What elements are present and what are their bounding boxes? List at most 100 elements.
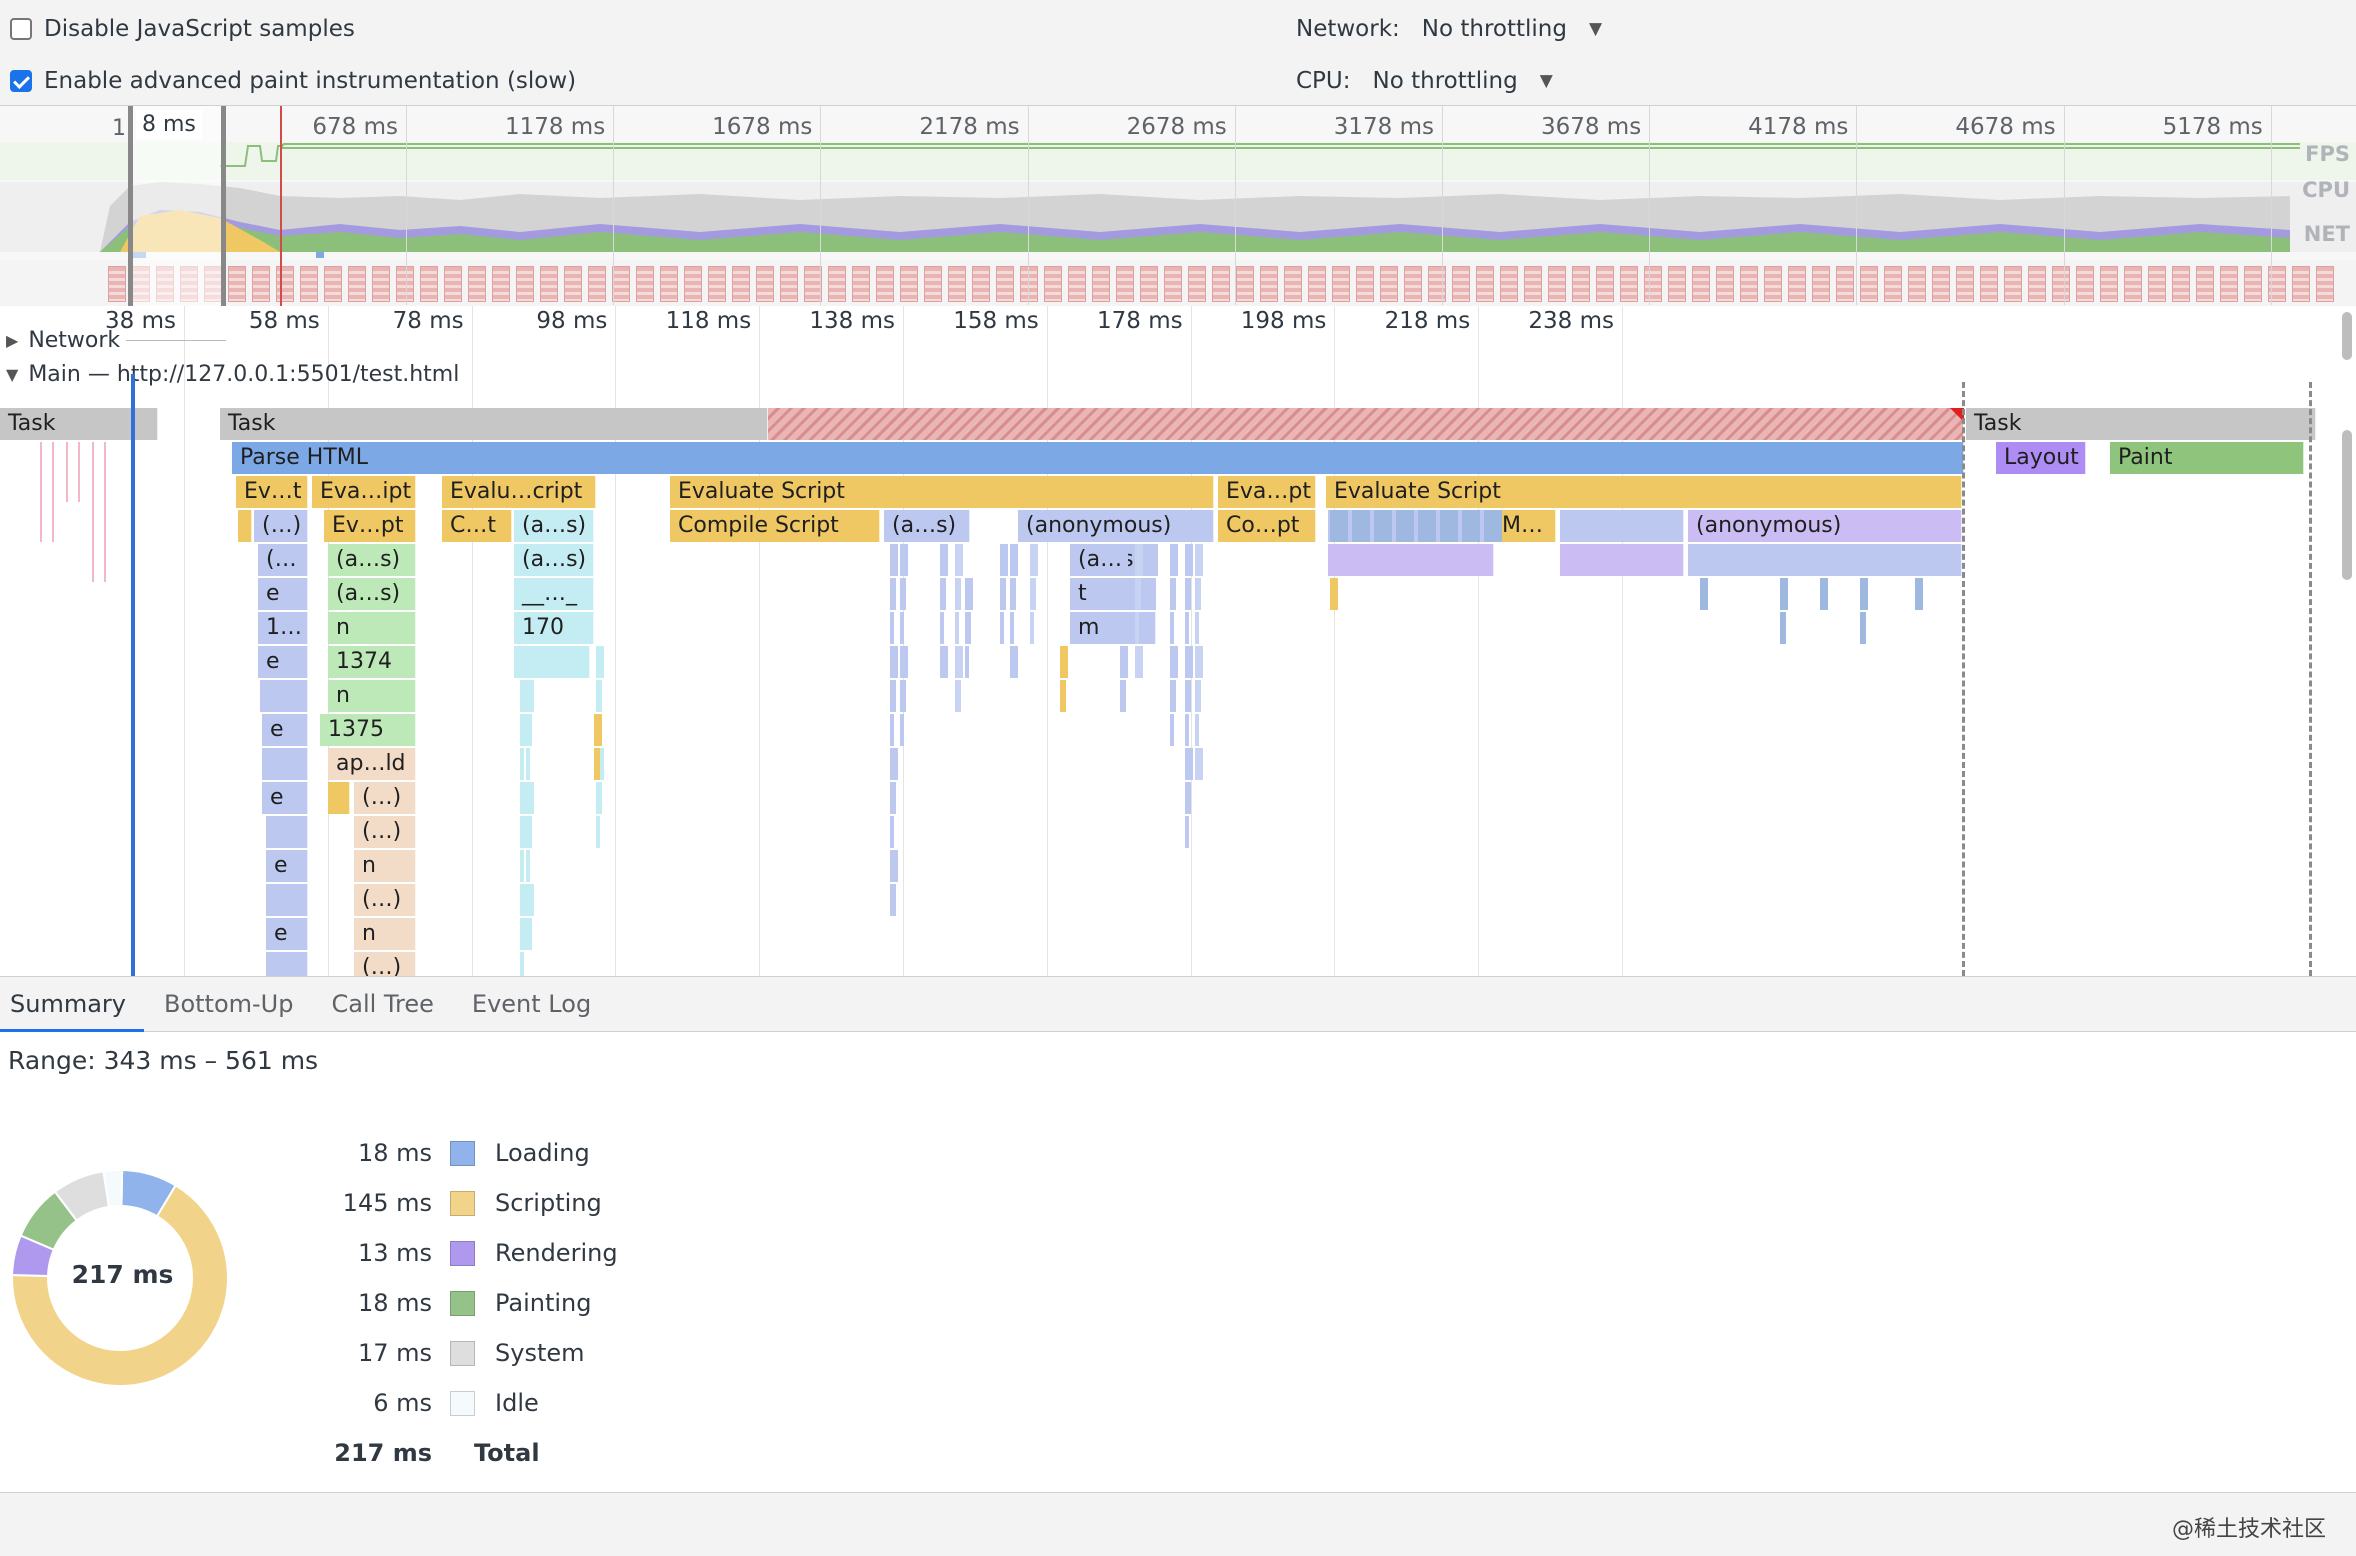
- call-block[interactable]: t: [1070, 578, 1156, 610]
- call-sliver[interactable]: [1185, 714, 1189, 746]
- call-block[interactable]: 1…: [258, 612, 308, 644]
- compile-script-block[interactable]: Compile Script: [670, 510, 880, 542]
- flame-scrollbar-thumb[interactable]: [2342, 430, 2352, 580]
- call-sliver[interactable]: [1060, 646, 1068, 678]
- evaluate-script-block[interactable]: Evaluate Script: [670, 476, 1214, 508]
- call-sliver[interactable]: [890, 850, 898, 882]
- call-sliver[interactable]: [596, 816, 600, 848]
- call-sliver[interactable]: [1820, 578, 1828, 610]
- call-sliver[interactable]: [1700, 578, 1708, 610]
- call-sliver[interactable]: [1000, 612, 1004, 644]
- call-sliver[interactable]: [900, 646, 908, 678]
- call-sliver[interactable]: [596, 782, 602, 814]
- call-block[interactable]: n: [328, 680, 416, 712]
- call-block[interactable]: e: [262, 714, 308, 746]
- call-block[interactable]: [1560, 544, 1684, 576]
- call-sliver[interactable]: [1010, 612, 1014, 644]
- call-sliver[interactable]: [890, 782, 896, 814]
- call-block[interactable]: [1560, 510, 1684, 542]
- call-block[interactable]: (…): [354, 884, 416, 916]
- disable-js-samples-option[interactable]: Disable JavaScript samples: [0, 3, 355, 55]
- task-block-long[interactable]: Task: [220, 408, 768, 440]
- evaluate-script-block[interactable]: Ev…t: [236, 476, 308, 508]
- main-track-header[interactable]: ▼ Main — http://127.0.0.1:5501/test.html: [0, 358, 459, 390]
- call-sliver[interactable]: [1135, 578, 1141, 610]
- call-sliver[interactable]: [1195, 680, 1201, 712]
- call-sliver[interactable]: [1150, 544, 1158, 576]
- call-sliver[interactable]: [900, 578, 906, 610]
- call-sliver[interactable]: [1000, 578, 1006, 610]
- call-block[interactable]: (a…s): [514, 544, 594, 576]
- call-block[interactable]: [1328, 544, 1494, 576]
- call-sliver[interactable]: [1195, 646, 1203, 678]
- call-sliver[interactable]: [594, 714, 602, 746]
- advanced-paint-option[interactable]: Enable advanced paint instrumentation (s…: [0, 55, 576, 107]
- long-task-overrun[interactable]: [768, 408, 1964, 440]
- call-sliver[interactable]: [1185, 646, 1193, 678]
- call-sliver[interactable]: [955, 680, 961, 712]
- call-sliver[interactable]: [520, 850, 524, 882]
- call-block[interactable]: m: [1070, 612, 1156, 644]
- call-sliver[interactable]: [1120, 612, 1124, 644]
- call-sliver[interactable]: [1352, 510, 1370, 542]
- parse-html-block[interactable]: Parse HTML: [232, 442, 1964, 474]
- call-sliver[interactable]: [1120, 680, 1126, 712]
- compile-script-block[interactable]: C…t: [442, 510, 512, 542]
- call-sliver[interactable]: [1010, 544, 1018, 576]
- network-throttling-select[interactable]: No throttling ▼: [1422, 16, 1602, 42]
- call-sliver[interactable]: [955, 612, 959, 644]
- call-block[interactable]: __…_: [514, 578, 594, 610]
- call-sliver[interactable]: [1000, 544, 1008, 576]
- call-sliver[interactable]: [1170, 714, 1174, 746]
- call-block[interactable]: 1374: [328, 646, 416, 678]
- call-block[interactable]: (a…s): [884, 510, 970, 542]
- call-sliver[interactable]: [520, 680, 528, 712]
- call-sliver[interactable]: [1170, 612, 1174, 644]
- call-block[interactable]: (anonymous): [1018, 510, 1214, 542]
- call-sliver[interactable]: [1330, 510, 1348, 542]
- call-sliver[interactable]: [1120, 646, 1128, 678]
- call-sliver[interactable]: [526, 748, 530, 780]
- call-block[interactable]: M…: [1494, 510, 1556, 542]
- call-sliver[interactable]: [1195, 544, 1203, 576]
- flame-scrollbar-thumb-top[interactable]: [2342, 312, 2352, 360]
- call-sliver[interactable]: [1150, 578, 1156, 610]
- call-block[interactable]: e: [262, 782, 308, 814]
- call-sliver[interactable]: [1780, 578, 1788, 610]
- call-sliver[interactable]: [1030, 544, 1038, 576]
- evaluate-script-block[interactable]: Evaluate Script: [1326, 476, 1962, 508]
- call-block[interactable]: (a…s): [328, 544, 416, 576]
- call-block[interactable]: 170: [514, 612, 594, 644]
- call-sliver[interactable]: [940, 646, 948, 678]
- evaluate-script-block[interactable]: Evalu…cript: [442, 476, 596, 508]
- call-block[interactable]: n: [354, 850, 416, 882]
- call-sliver[interactable]: [965, 646, 969, 678]
- advanced-paint-checkbox[interactable]: [10, 70, 32, 92]
- call-block[interactable]: [328, 782, 350, 814]
- call-sliver[interactable]: [1120, 578, 1126, 610]
- network-track-header[interactable]: ▶ Network: [0, 324, 227, 356]
- call-block[interactable]: e: [266, 850, 308, 882]
- call-block[interactable]: e: [258, 578, 308, 610]
- call-sliver[interactable]: [890, 714, 894, 746]
- call-block[interactable]: 1375: [320, 714, 416, 746]
- call-sliver[interactable]: [1860, 612, 1866, 644]
- call-sliver[interactable]: [965, 612, 971, 644]
- paint-block[interactable]: Paint: [2110, 442, 2304, 474]
- call-sliver[interactable]: [1484, 510, 1502, 542]
- call-block[interactable]: [238, 510, 252, 542]
- call-block[interactable]: n: [328, 612, 416, 644]
- call-sliver[interactable]: [955, 646, 963, 678]
- call-block[interactable]: (a…s): [328, 578, 416, 610]
- call-block[interactable]: e: [258, 646, 308, 678]
- call-block[interactable]: [1688, 544, 1962, 576]
- call-sliver[interactable]: [940, 578, 946, 610]
- cpu-throttling-select[interactable]: No throttling ▼: [1373, 68, 1553, 94]
- call-block[interactable]: (…): [354, 816, 416, 848]
- call-block[interactable]: e: [266, 918, 308, 950]
- compile-script-block[interactable]: Co…pt: [1218, 510, 1316, 542]
- call-sliver[interactable]: [1060, 680, 1066, 712]
- call-sliver[interactable]: [596, 748, 604, 780]
- tab-event-log[interactable]: Event Log: [471, 990, 592, 1018]
- call-sliver[interactable]: [1030, 612, 1034, 644]
